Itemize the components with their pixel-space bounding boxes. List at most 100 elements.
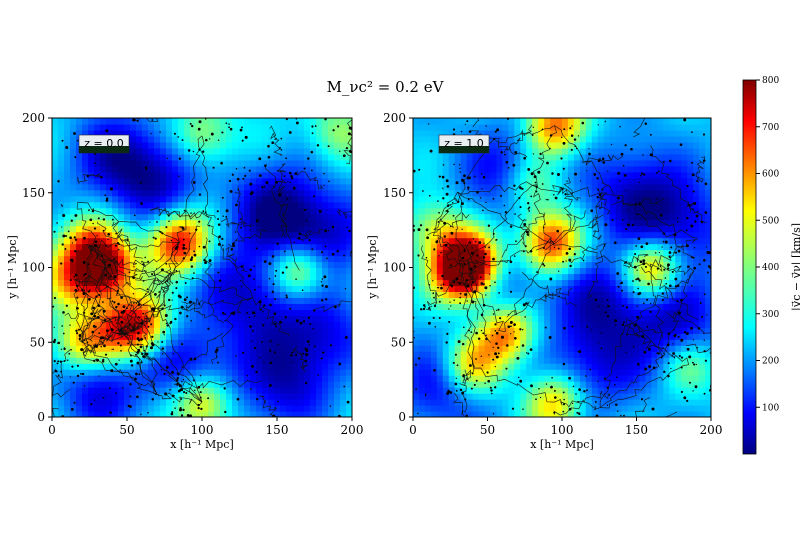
halo-dot [269,303,272,307]
heatmap-cell [298,177,305,185]
heatmap-cell [573,345,581,352]
heatmap-cell [238,345,245,352]
halo-dot [295,319,299,323]
heatmap-cell [190,363,197,370]
heatmap-cell [166,249,173,257]
heatmap-cell [130,159,137,167]
heatmap-cell [202,273,209,281]
heatmap-cell [298,213,305,221]
heatmap-cell [454,183,462,191]
heatmap-cell [460,118,468,125]
heatmap-cell [154,183,161,191]
heatmap-cell [202,327,209,334]
heatmap-cell [100,303,107,310]
halo-dot [317,374,319,376]
heatmap-cell [256,375,263,382]
heatmap-cell [538,357,545,364]
heatmap-cell [130,405,137,412]
halo-dot [239,128,243,132]
heatmap-cell [567,219,575,227]
heatmap-cell [585,411,593,417]
heatmap-cell [573,375,581,382]
heatmap-cell [256,327,263,334]
heatmap-cell [244,273,251,281]
halo-dot [244,135,248,139]
heatmap-cell [280,255,287,263]
heatmap-cell [585,129,593,137]
heatmap-cell [603,411,611,417]
heatmap-cell [573,219,581,227]
heatmap-cell [334,273,341,281]
heatmap-cell [262,351,269,358]
heatmap-cell [58,291,65,298]
heatmap-cell [424,267,432,275]
heatmap-cell [64,285,71,293]
halo-dot [186,315,189,318]
heatmap-cell [166,237,173,245]
heatmap-cell [232,399,239,406]
heatmap-cell [334,135,341,143]
heatmap-cell [520,321,527,328]
halo-dot [78,328,80,331]
heatmap-cell [166,273,173,281]
heatmap-cell [424,118,432,125]
heatmap-cell [52,135,59,143]
halo-dot [329,344,332,347]
heatmap-cell [413,327,420,334]
heatmap-cell [532,291,539,298]
heatmap-cell [573,123,581,131]
halo-dot [145,352,148,356]
halo-dot [111,348,113,350]
heatmap-cell [232,303,239,310]
heatmap-cell [460,273,468,281]
heatmap-cell [298,123,305,131]
filament [82,267,106,354]
heatmap-cell [88,351,95,358]
halo-dot [242,351,245,354]
heatmap-cell [274,147,281,155]
heatmap-cell [100,249,107,257]
heatmap-cell [250,118,257,125]
heatmap-cell [190,135,197,143]
heatmap-cell [184,135,191,143]
heatmap-cell [573,357,581,364]
heatmap-cell [544,327,551,334]
heatmap-cell [238,261,245,269]
heatmap-cell [334,309,341,316]
halo-dot [114,244,117,247]
heatmap-cell [508,369,515,376]
halo-dot [198,245,201,248]
heatmap-cell [603,315,611,322]
heatmap-cell [154,219,161,227]
heatmap-cell [208,369,215,376]
halo-dot [59,360,62,363]
heatmap-cell [603,153,611,161]
heatmap-cell [286,387,293,394]
heatmap-cell [76,345,83,352]
heatmap-cell [220,159,227,167]
heatmap-cell [556,273,563,281]
heatmap-cell [154,411,161,417]
heatmap-cell [567,327,575,334]
heatmap-cell [556,393,563,400]
heatmap-cell [550,309,557,316]
heatmap-cell [591,387,599,394]
heatmap-cell [573,369,581,376]
heatmap-cell [214,159,221,167]
heatmap-cell [579,399,587,406]
heatmap-cell [472,213,480,221]
heatmap-cell [418,279,426,287]
heatmap-cell [238,129,245,137]
halo-dot [344,335,348,339]
heatmap-cell [124,375,131,382]
heatmap-cell [562,267,569,275]
heatmap-cell [526,189,533,197]
heatmap-cell [52,207,59,215]
heatmap-cell [124,309,131,316]
heatmap-cell [508,411,515,417]
heatmap-cell [520,249,527,257]
heatmap-cell [100,129,107,137]
heatmap-cell [148,411,155,417]
heatmap-cell [118,315,125,322]
heatmap-cell [286,303,293,310]
